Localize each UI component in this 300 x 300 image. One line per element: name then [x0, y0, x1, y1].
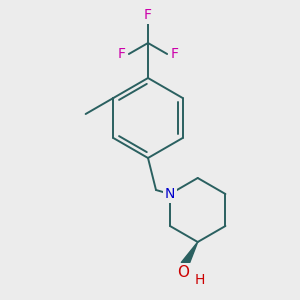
Polygon shape	[181, 242, 198, 266]
Text: F: F	[170, 47, 178, 61]
Text: O: O	[177, 265, 189, 280]
Text: F: F	[144, 8, 152, 22]
Text: F: F	[118, 47, 126, 61]
Text: H: H	[194, 272, 205, 286]
Text: N: N	[165, 187, 175, 201]
